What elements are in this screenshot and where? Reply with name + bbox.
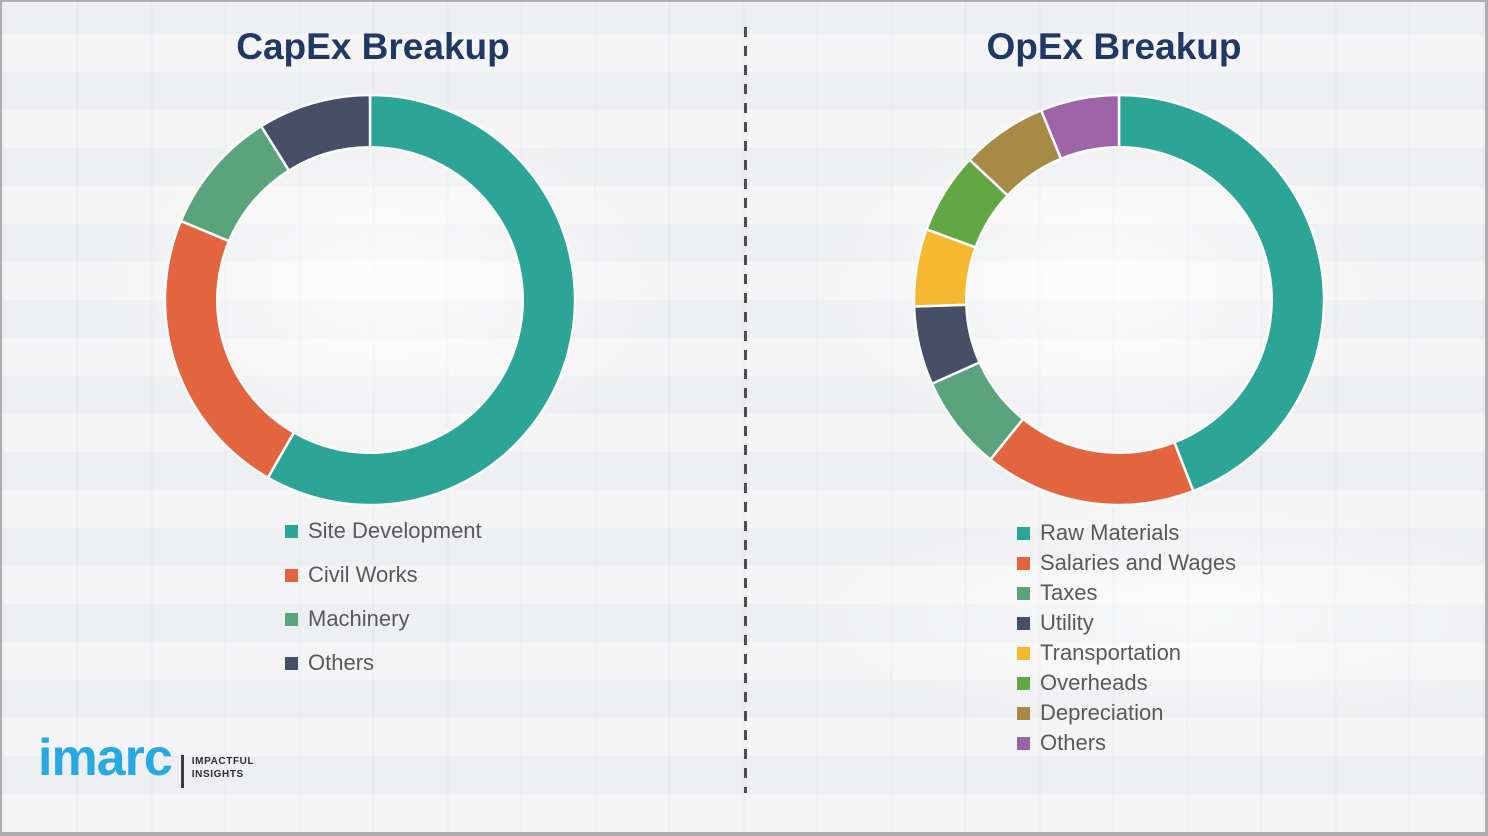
legend-item: Depreciation (1017, 698, 1236, 728)
donut-segment (1117, 93, 1326, 493)
opex-donut-chart (912, 93, 1326, 507)
legend-label: Site Development (308, 518, 482, 543)
imarc-logo: imarc IMPACTFUL INSIGHTS (38, 729, 254, 788)
legend-label: Raw Materials (1040, 520, 1180, 545)
donut-segment (163, 219, 296, 480)
legend-label: Utility (1040, 610, 1094, 635)
logo-divider-bar (180, 755, 184, 788)
legend-item: Civil Works (285, 553, 482, 597)
logo-tagline-line1: IMPACTFUL (191, 756, 255, 767)
legend-swatch (1017, 616, 1030, 630)
legend-swatch (285, 656, 298, 670)
legend-item: Raw Materials (1017, 518, 1236, 548)
legend-label: Taxes (1040, 580, 1098, 605)
opex-legend: Raw Materials Salaries and Wages Taxes Util… (1017, 518, 1236, 758)
capex-legend: Site Development Civil Works Machinery Othe… (285, 509, 482, 685)
legend-label: Others (308, 650, 375, 675)
legend-item: Transportation (1017, 638, 1236, 668)
legend-label: Depreciation (1040, 700, 1164, 725)
legend-swatch (1017, 526, 1030, 540)
donut-segment (259, 93, 372, 173)
capex-panel: CapEx Breakup Site Development Civil Work… (2, 2, 744, 832)
legend-swatch (1017, 736, 1030, 750)
donut-segment (1039, 93, 1121, 161)
legend-swatch (1017, 646, 1030, 660)
legend-swatch (285, 568, 298, 582)
legend-swatch (285, 612, 298, 626)
legend-label: Machinery (308, 606, 410, 631)
legend-swatch (1017, 676, 1030, 690)
logo-tagline: IMPACTFUL INSIGHTS (192, 755, 254, 781)
capex-title: CapEx Breakup (236, 26, 510, 67)
legend-swatch (285, 524, 298, 538)
opex-title: OpEx Breakup (986, 26, 1242, 67)
legend-item: Others (285, 641, 482, 685)
legend-swatch (1017, 586, 1030, 600)
legend-item: Overheads (1017, 668, 1236, 698)
legend-swatch (1017, 556, 1030, 570)
legend-item: Others (1017, 728, 1236, 758)
legend-item: Salaries and Wages (1017, 548, 1236, 578)
logo-tagline-line2: INSIGHTS (191, 769, 244, 780)
legend-item: Machinery (285, 597, 482, 641)
legend-label: Salaries and Wages (1040, 550, 1237, 575)
legend-label: Overheads (1040, 670, 1148, 695)
donut-segment (988, 417, 1195, 507)
legend-label: Civil Works (308, 562, 418, 587)
donut-svg (912, 93, 1326, 507)
legend-item: Taxes (1017, 578, 1236, 608)
donut-segment (266, 93, 577, 507)
capex-donut-chart (163, 93, 577, 507)
donut-svg (163, 93, 577, 507)
legend-item: Utility (1017, 608, 1236, 638)
legend-item: Site Development (285, 509, 482, 553)
vertical-dashed-divider (744, 27, 747, 793)
legend-label: Transportation (1040, 640, 1182, 665)
imarc-logo-text: imarc (38, 729, 173, 787)
legend-swatch (1017, 706, 1030, 720)
legend-label: Others (1040, 730, 1107, 755)
opex-panel: OpEx Breakup Raw Materials Salaries and W… (743, 2, 1485, 832)
